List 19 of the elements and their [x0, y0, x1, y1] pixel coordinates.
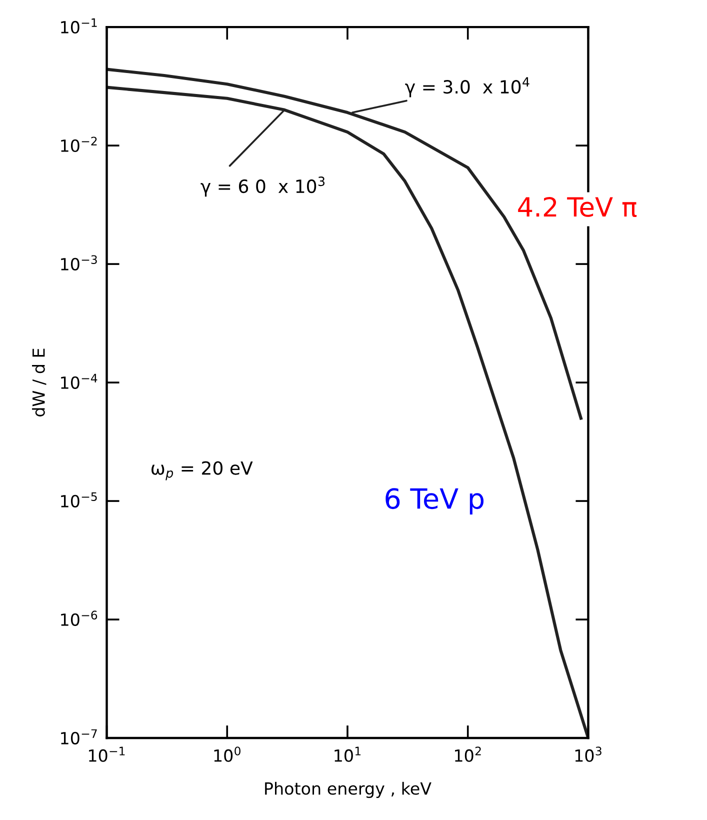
y-tick-label: 10$^{−2}$ [61, 136, 97, 152]
annotation: γ = 6 0 x 10$^{3}$ [200, 176, 325, 197]
y-tick-label: 10$^{−6}$ [61, 610, 98, 626]
x-tick-label: 10$^{3}$ [575, 746, 602, 762]
y-tick-label: 10$^{−7}$ [61, 729, 97, 744]
x-axis-title: Photon energy , keV [265, 782, 432, 798]
y-axis-title: dW / d E [32, 348, 46, 416]
y-tick-label: 10$^{−1}$ [61, 18, 97, 34]
y-tick-label: 10$^{−3}$ [61, 255, 97, 270]
y-tick-label: 10$^{−5}$ [61, 492, 97, 508]
x-tick-label: 10$^{0}$ [214, 746, 240, 762]
y-tick-label: 10$^{−4}$ [61, 374, 98, 389]
annotation: 6 TeV p [386, 488, 484, 514]
annotation: γ = 3.0 x 10$^{4}$ [405, 77, 530, 98]
x-tick-label: 10$^{−1}$ [89, 746, 125, 762]
annotation: ω$_{p}$ = 20 eV [151, 461, 253, 480]
annotation: 4.2 TeV π [518, 196, 637, 218]
x-tick-label: 10$^{2}$ [455, 746, 481, 762]
x-tick-label: 10$^{1}$ [334, 746, 361, 762]
